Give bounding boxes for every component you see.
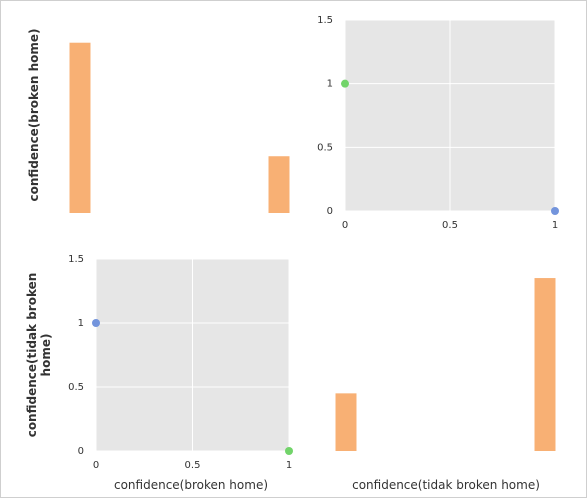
hist-top-left-bar-1 — [268, 156, 290, 213]
scatter-top-right-x-tick-label-2: 1 — [552, 220, 558, 231]
row-label-broken-home: confidence(broken home) — [27, 29, 41, 202]
scatter-top-right-y-tick-label-0: 0 — [327, 206, 333, 217]
scatter-bottom-left-x-tick-label-1: 0.5 — [185, 460, 201, 471]
scatter-top-right-point-1 — [551, 207, 559, 215]
hist-top-left-bar-0 — [69, 42, 91, 213]
scatter-bottom-left-y-tick-label-0: 0 — [78, 446, 84, 457]
scatter-bottom-left-x-tick-label-0: 0 — [93, 460, 99, 471]
scatter-bottom-left-point-1 — [285, 447, 293, 455]
row-label-tidak-broken-home-line2: home) — [39, 334, 53, 377]
row-label-tidak-broken-home: confidence(tidak broken home) — [25, 273, 53, 438]
scatter-top-right-x-tick-label-0: 0 — [342, 220, 348, 231]
scatter-bottom-left-point-0 — [92, 319, 100, 327]
scatter-top-right-y-tick-label-1: 0.5 — [317, 142, 333, 153]
panels-group: 0 0.5 1 0 0.5 1 1.5 0 0.5 1 0 0.5 1 1.5 — [68, 15, 559, 471]
col-label-broken-home: confidence(broken home) — [114, 478, 268, 492]
scatter-top-right-x-tick-label-1: 0.5 — [442, 220, 458, 231]
hist-bottom-right-bar-0 — [335, 393, 357, 451]
scatter-bottom-left-y-tick-label-3: 1.5 — [68, 254, 84, 265]
col-label-tidak-broken-home: confidence(tidak broken home) — [352, 478, 540, 492]
scatter-bottom-left-y-tick-label-2: 1 — [78, 318, 84, 329]
hist-bottom-right-bar-1 — [534, 278, 556, 451]
row-label-tidak-broken-home-line1: confidence(tidak broken — [25, 273, 39, 438]
scatter-bottom-left-x-tick-label-2: 1 — [286, 460, 292, 471]
scatter-top-right-point-0 — [341, 79, 349, 88]
scatter-top-right-y-tick-label-3: 1.5 — [317, 15, 333, 26]
scatter-top-right-y-tick-label-2: 1 — [327, 79, 333, 90]
scatter-bottom-left-y-tick-label-1: 0.5 — [68, 382, 84, 393]
